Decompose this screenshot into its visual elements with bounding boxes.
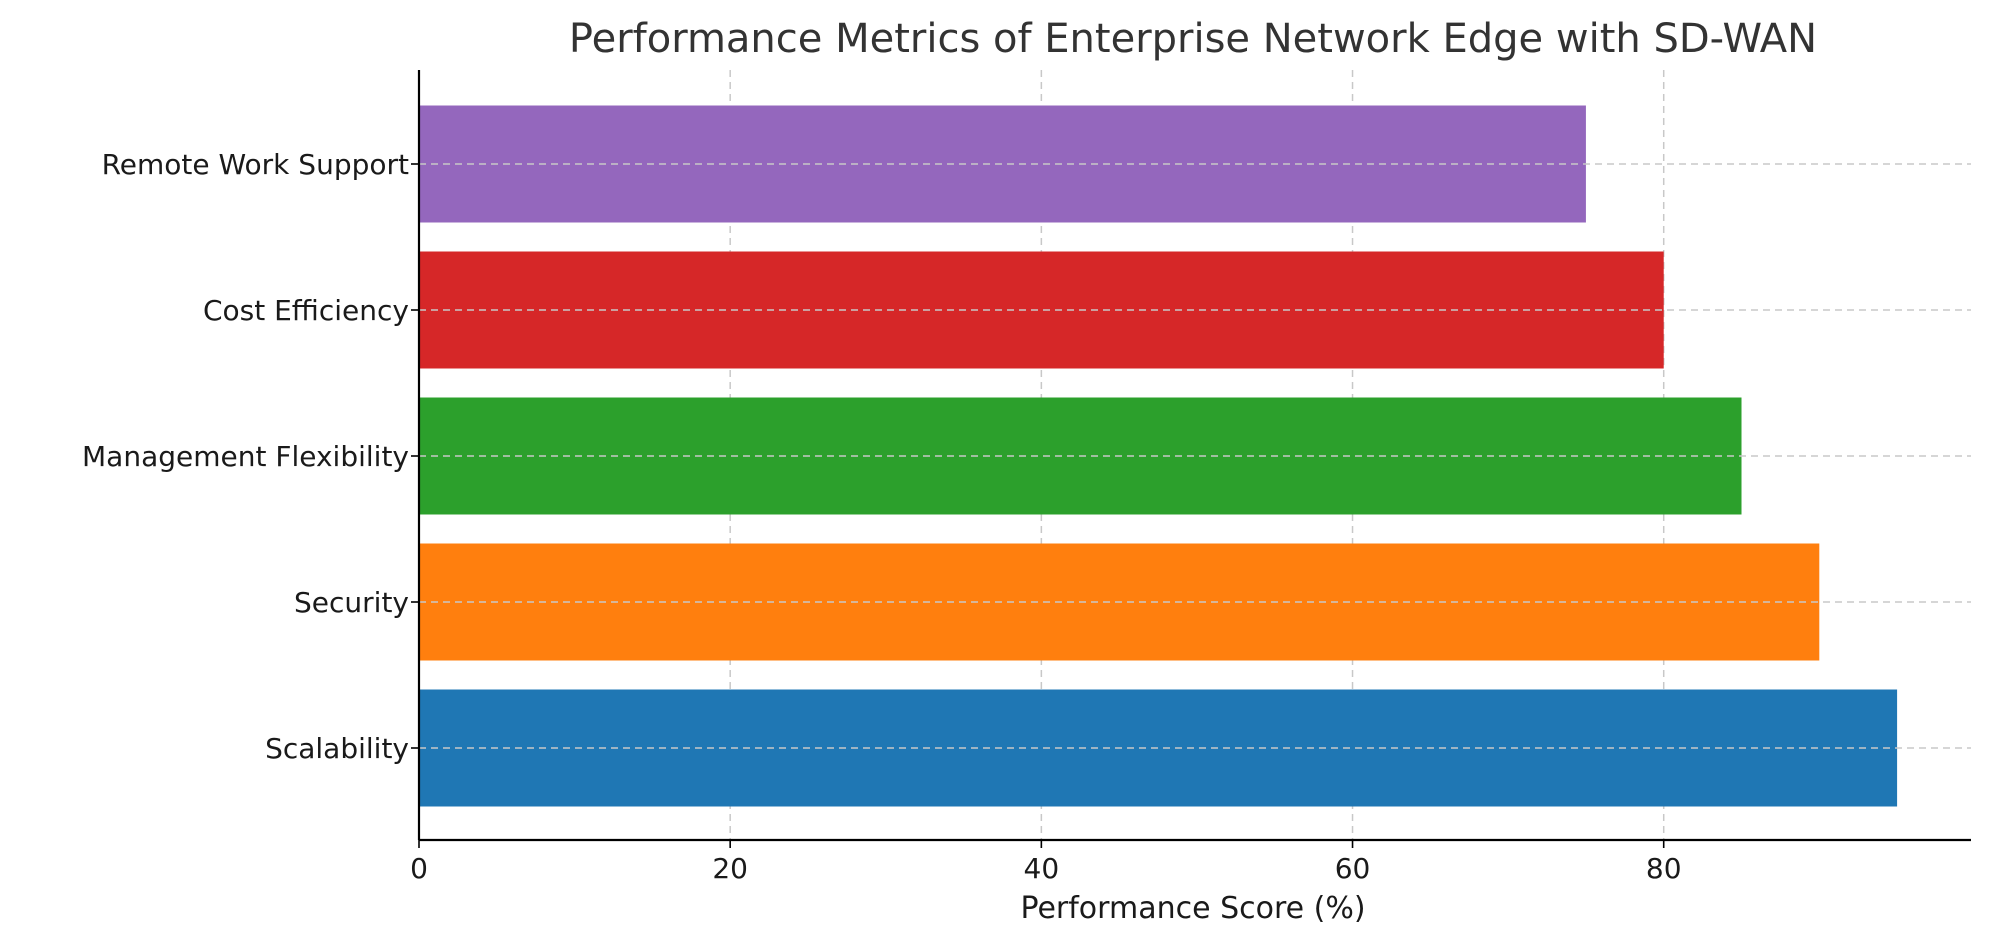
x-tick-label: 60 [1335,852,1371,885]
x-tick-label: 80 [1646,852,1682,885]
y-tick-label: Security [294,586,409,619]
x-axis-ticks: 0 20 40 60 80 [410,840,1682,885]
axes [417,70,1971,842]
x-axis-label: Performance Score (%) [1020,891,1365,926]
x-tick-label: 0 [410,852,428,885]
x-tick-label: 20 [712,852,748,885]
y-tick-label: Scalability [265,732,409,765]
bars [419,105,1971,807]
y-tick-label: Cost Efficiency [203,294,409,327]
chart-title: Performance Metrics of Enterprise Networ… [569,16,1817,62]
bar-remote-work-support [419,105,1586,223]
y-axis-ticks: Scalability Security Management Flexibilit… [82,148,419,765]
y-tick-label: Remote Work Support [102,148,409,181]
x-tick-label: 40 [1024,852,1060,885]
y-tick-label: Management Flexibility [82,440,409,473]
